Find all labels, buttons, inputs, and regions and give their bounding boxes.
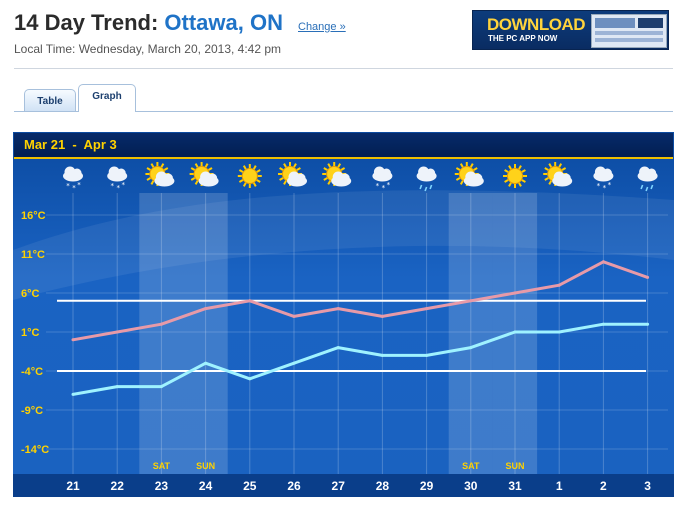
date-range-label: Mar 21 - Apr 3 [24,137,117,152]
local-time: Local Time: Wednesday, March 20, 2013, 4… [14,42,282,56]
city-name: Ottawa, ON [164,10,283,35]
tab-graph[interactable]: Graph [78,84,136,112]
change-location-link[interactable]: Change » [298,21,346,33]
ad-subline: THE PC APP NOW [488,34,558,43]
tab-table[interactable]: Table [24,89,76,112]
trend-chart [13,132,674,497]
app-screenshot-image [591,14,667,48]
page-title: 14 Day Trend: Ottawa, ON [14,10,283,36]
tab-underline [14,111,673,112]
download-app-banner[interactable]: DOWNLOAD THE PC APP NOW [472,10,669,50]
date-range-bar: Mar 21 - Apr 3 [14,133,673,159]
title-prefix: 14 Day Trend: [14,10,165,35]
ad-headline: DOWNLOAD [487,15,585,34]
header-divider [14,68,673,69]
